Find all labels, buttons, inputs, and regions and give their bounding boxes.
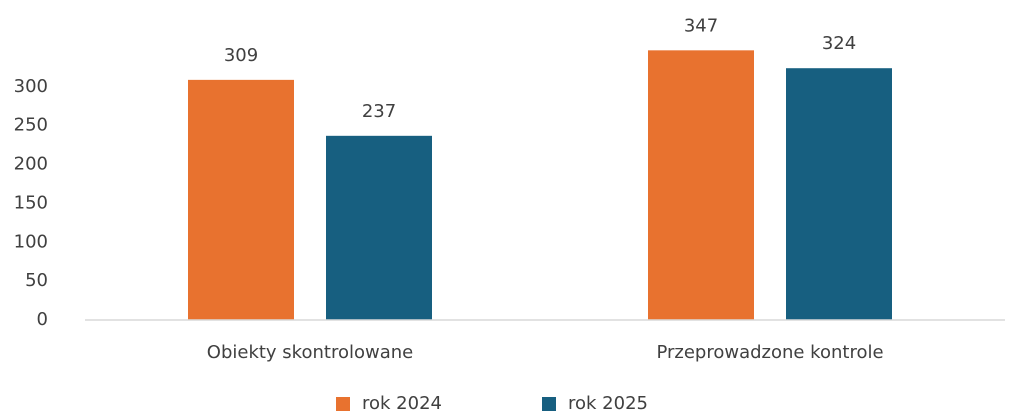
legend-swatch [336, 397, 350, 411]
data-label: 309 [224, 45, 258, 66]
legend-label: rok 2025 [568, 393, 648, 412]
y-tick-label: 150 [14, 192, 48, 213]
data-label: 347 [684, 15, 718, 36]
y-tick-label: 0 [37, 309, 48, 330]
bar [188, 79, 294, 320]
x-tick-label: Obiekty skontrolowane [207, 342, 413, 363]
legend-swatch [542, 397, 556, 411]
bar [786, 68, 892, 320]
y-tick-label: 250 [14, 115, 48, 136]
bar [326, 135, 432, 320]
y-tick-label: 300 [14, 76, 48, 97]
x-tick-label: Przeprowadzone kontrole [656, 342, 883, 363]
data-label: 324 [822, 33, 856, 54]
y-tick-label: 100 [14, 231, 48, 252]
y-tick-label: 50 [25, 270, 48, 291]
legend-label: rok 2024 [362, 393, 442, 412]
y-tick-label: 200 [14, 154, 48, 175]
data-label: 237 [362, 101, 396, 122]
bar [648, 50, 754, 321]
